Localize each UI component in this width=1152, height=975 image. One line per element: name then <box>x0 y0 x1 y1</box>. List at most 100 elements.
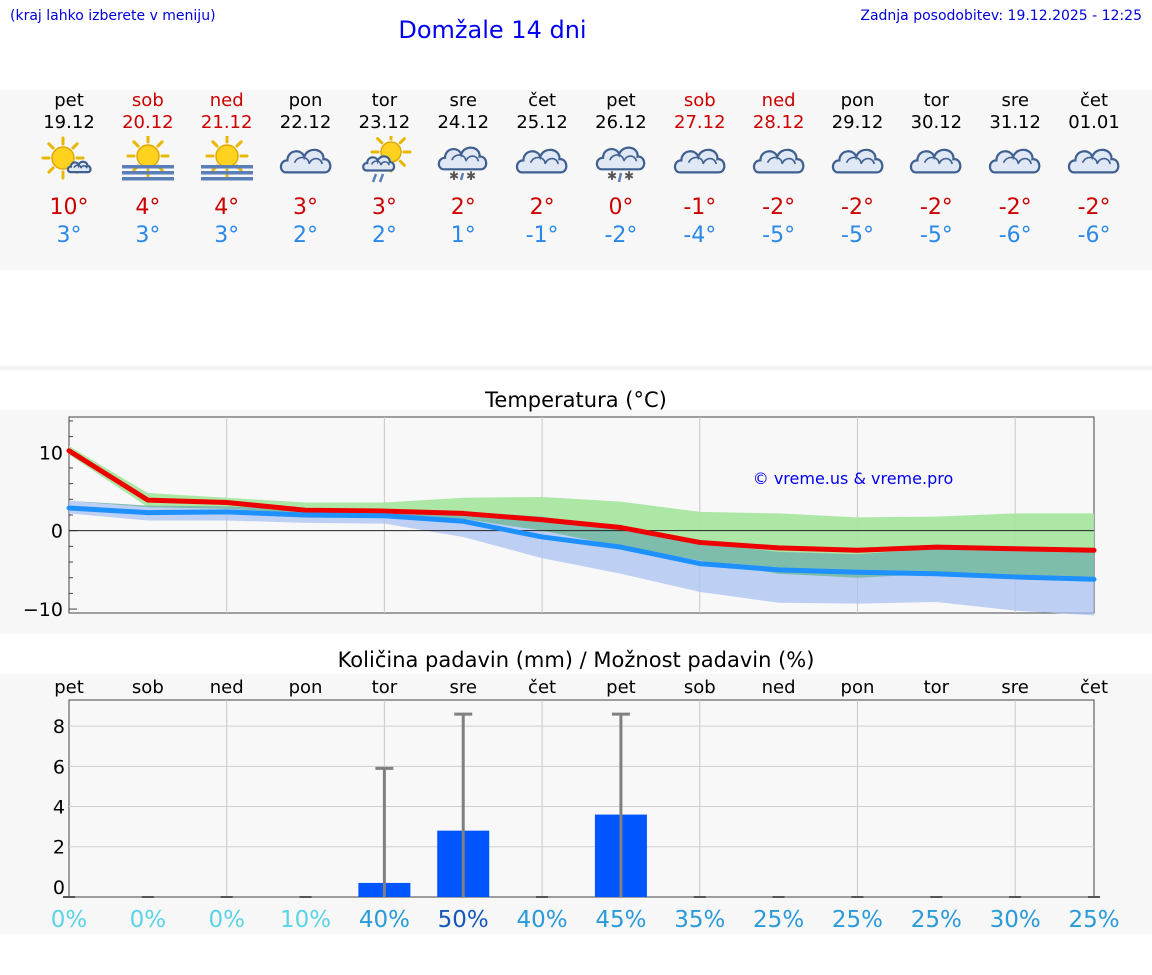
day-name: čet <box>528 90 557 111</box>
location-hint-link[interactable]: (kraj lahko izberete v meniju) <box>10 8 216 24</box>
day-column[interactable]: čet 25.12 2° -1° <box>503 90 581 250</box>
day-column[interactable]: pet 26.12 ✱ ✱ 0° -2° <box>582 90 660 250</box>
precipitation-probability: 50% <box>438 907 489 933</box>
day-date: 30.12 <box>910 112 963 133</box>
precipitation-probability: 10% <box>280 907 331 933</box>
day-column[interactable]: pet 19.12 10° 3° <box>30 90 108 250</box>
x-category-label: čet <box>1080 677 1108 698</box>
x-category-label: čet <box>528 677 556 698</box>
day-column[interactable]: pon 29.12 -2° -5° <box>819 90 897 250</box>
min-temperature: -5° <box>841 223 874 248</box>
precipitation-probability: 25% <box>911 907 962 933</box>
x-category-label: tor <box>372 677 398 698</box>
max-temperature: 4° <box>135 195 161 220</box>
min-temperature-line <box>66 505 1097 582</box>
svg-text:✱: ✱ <box>607 169 617 183</box>
min-temperature: 1° <box>450 223 476 248</box>
max-temperature: 2° <box>450 195 476 220</box>
day-column[interactable]: sob 27.12 -1° -4° <box>661 90 739 250</box>
x-category-label: ned <box>762 677 796 698</box>
cloud-icon <box>831 148 883 174</box>
day-column[interactable]: pon 22.12 3° 2° <box>267 90 345 250</box>
cloud-sleet-icon: ✱ ✱ <box>595 146 646 183</box>
temperature-chart-title: Temperatura (°C) <box>485 388 667 412</box>
precipitation-probability: 0% <box>130 907 167 933</box>
precipitation-probability: 25% <box>753 907 804 933</box>
day-name: sre <box>1001 90 1029 111</box>
day-column[interactable]: ned 28.12 -2° -5° <box>740 90 818 250</box>
y-tick-label: 8 <box>53 716 65 738</box>
max-temperature: -1° <box>683 195 717 220</box>
y-tick-label: 0 <box>51 521 63 543</box>
x-category-label: pet <box>606 677 636 698</box>
sun-fog-icon <box>121 136 174 181</box>
precipitation-probability: 40% <box>517 907 568 933</box>
min-temperature: 2° <box>371 223 397 248</box>
x-category-label: sob <box>132 677 164 698</box>
day-date: 01.01 <box>1068 112 1120 133</box>
y-tick-label: 2 <box>53 837 65 859</box>
day-date: 24.12 <box>437 112 490 133</box>
day-date: 19.12 <box>43 112 95 133</box>
min-temperature: 2° <box>293 223 319 248</box>
day-column[interactable]: sre 31.12 -2° -6° <box>976 90 1054 250</box>
day-column[interactable]: čet 01.01 -2° -6° <box>1055 90 1133 250</box>
sun-cloud-rain-icon <box>362 136 412 183</box>
day-date: 26.12 <box>595 112 647 133</box>
precipitation-plot-area <box>68 699 1095 898</box>
day-date: 20.12 <box>122 112 174 133</box>
cloud-icon <box>989 148 1041 174</box>
watermark-text: © vreme.us & vreme.pro <box>753 469 954 488</box>
cloud-snow-icon: ✱ ✱ <box>438 146 488 183</box>
page-title: Domžale 14 dni <box>398 16 587 44</box>
day-name: sob <box>131 90 164 111</box>
min-temperature: -5° <box>762 223 796 248</box>
y-tick-label: 4 <box>53 797 65 819</box>
max-temperature: -2° <box>841 195 874 220</box>
temperature-range-band <box>69 500 1094 616</box>
svg-text:✱: ✱ <box>449 169 459 183</box>
cloud-icon <box>279 148 331 174</box>
y-tick-label: 10 <box>39 442 63 464</box>
day-name: tor <box>923 90 950 111</box>
max-temperature: -2° <box>1077 195 1111 220</box>
cloud-icon <box>673 148 726 174</box>
day-name: sre <box>449 90 477 111</box>
svg-text:✱: ✱ <box>466 169 476 183</box>
temperature-band-overlap <box>69 500 1094 582</box>
day-date: 29.12 <box>831 112 884 133</box>
x-category-label: sob <box>684 677 716 698</box>
day-column[interactable]: tor 23.12 3° 2° <box>345 90 423 250</box>
day-name: pet <box>54 90 84 111</box>
min-temperature: 3° <box>56 223 82 248</box>
day-name: sob <box>683 90 716 111</box>
day-name: ned <box>761 90 796 111</box>
day-date: 23.12 <box>358 112 411 133</box>
precipitation-probability: 45% <box>595 907 646 933</box>
x-category-label: tor <box>924 677 950 698</box>
precipitation-probability: 35% <box>674 907 725 933</box>
day-name: pet <box>606 90 636 111</box>
min-temperature: -6° <box>1077 223 1111 248</box>
day-column[interactable]: sre 24.12 ✱ ✱ 2° 1° <box>424 90 502 250</box>
y-tick-label: −10 <box>23 599 63 621</box>
max-temperature: 3° <box>293 195 319 220</box>
day-column[interactable]: ned 21.12 4° 3° <box>188 90 266 250</box>
day-column[interactable]: sob 20.12 4° 3° <box>109 90 187 250</box>
min-temperature: -2° <box>604 223 638 248</box>
precipitation-probability: 25% <box>1068 907 1119 933</box>
day-date: 25.12 <box>516 112 568 133</box>
max-temperature: -2° <box>919 195 953 220</box>
precipitation-probability: 40% <box>359 907 410 933</box>
day-date: 27.12 <box>674 112 726 133</box>
max-temperature: 3° <box>371 195 397 220</box>
precipitation-probability: 30% <box>990 907 1041 933</box>
max-temperature: -2° <box>998 195 1032 220</box>
section-divider <box>0 366 1152 370</box>
day-column[interactable]: tor 30.12 -2° -5° <box>897 90 975 250</box>
day-date: 22.12 <box>279 112 332 133</box>
max-temperature: 10° <box>49 195 89 220</box>
x-category-label: sre <box>449 677 476 698</box>
precipitation-chart-title: Količina padavin (mm) / Možnost padavin … <box>337 648 815 672</box>
